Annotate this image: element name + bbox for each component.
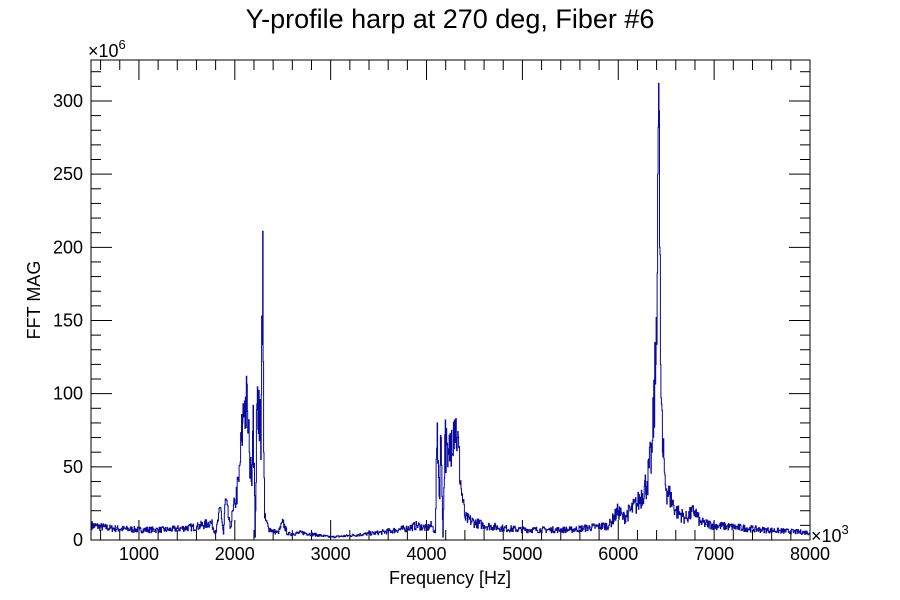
svg-text:×106: ×106 xyxy=(88,37,126,61)
x-axis-label: Frequency [Hz] xyxy=(389,568,511,588)
x-tick-label: 1000 xyxy=(119,544,159,564)
y-tick-label: 250 xyxy=(53,164,83,184)
x-tick-label: 2000 xyxy=(215,544,255,564)
plot-frame xyxy=(90,59,811,541)
y-tick-labels: 0 50 100 150 200 250 300 xyxy=(53,91,83,550)
y-tick-label: 50 xyxy=(63,457,83,477)
x-multiplier: ×103 xyxy=(811,522,849,546)
y-tick-label: 300 xyxy=(53,91,83,111)
y-tick-label: 150 xyxy=(53,310,83,330)
y-tick-label: 0 xyxy=(73,530,83,550)
x-tick-label: 5000 xyxy=(502,544,542,564)
x-tick-label: 3000 xyxy=(311,544,351,564)
x-multiplier-exp: 3 xyxy=(842,522,849,537)
x-multiplier-base: ×10 xyxy=(811,526,842,546)
axis-ticks xyxy=(91,60,811,541)
x-tick-label: 8000 xyxy=(790,544,830,564)
y-multiplier: ×106 xyxy=(88,37,126,61)
y-axis-label: FFT MAG xyxy=(24,261,44,340)
x-tick-label: 7000 xyxy=(694,544,734,564)
x-tick-label: 4000 xyxy=(407,544,447,564)
y-tick-label: 100 xyxy=(53,384,83,404)
y-multiplier-exp: 6 xyxy=(119,37,126,52)
y-tick-label: 200 xyxy=(53,237,83,257)
y-multiplier-base: ×10 xyxy=(88,41,119,61)
svg-text:×103: ×103 xyxy=(811,522,849,546)
x-tick-label: 6000 xyxy=(598,544,638,564)
chart-title: Y-profile harp at 270 deg, Fiber #6 xyxy=(246,4,655,34)
x-tick-labels: 1000 2000 3000 4000 5000 6000 7000 8000 xyxy=(119,544,830,564)
series-line-fft-mag xyxy=(91,82,810,539)
